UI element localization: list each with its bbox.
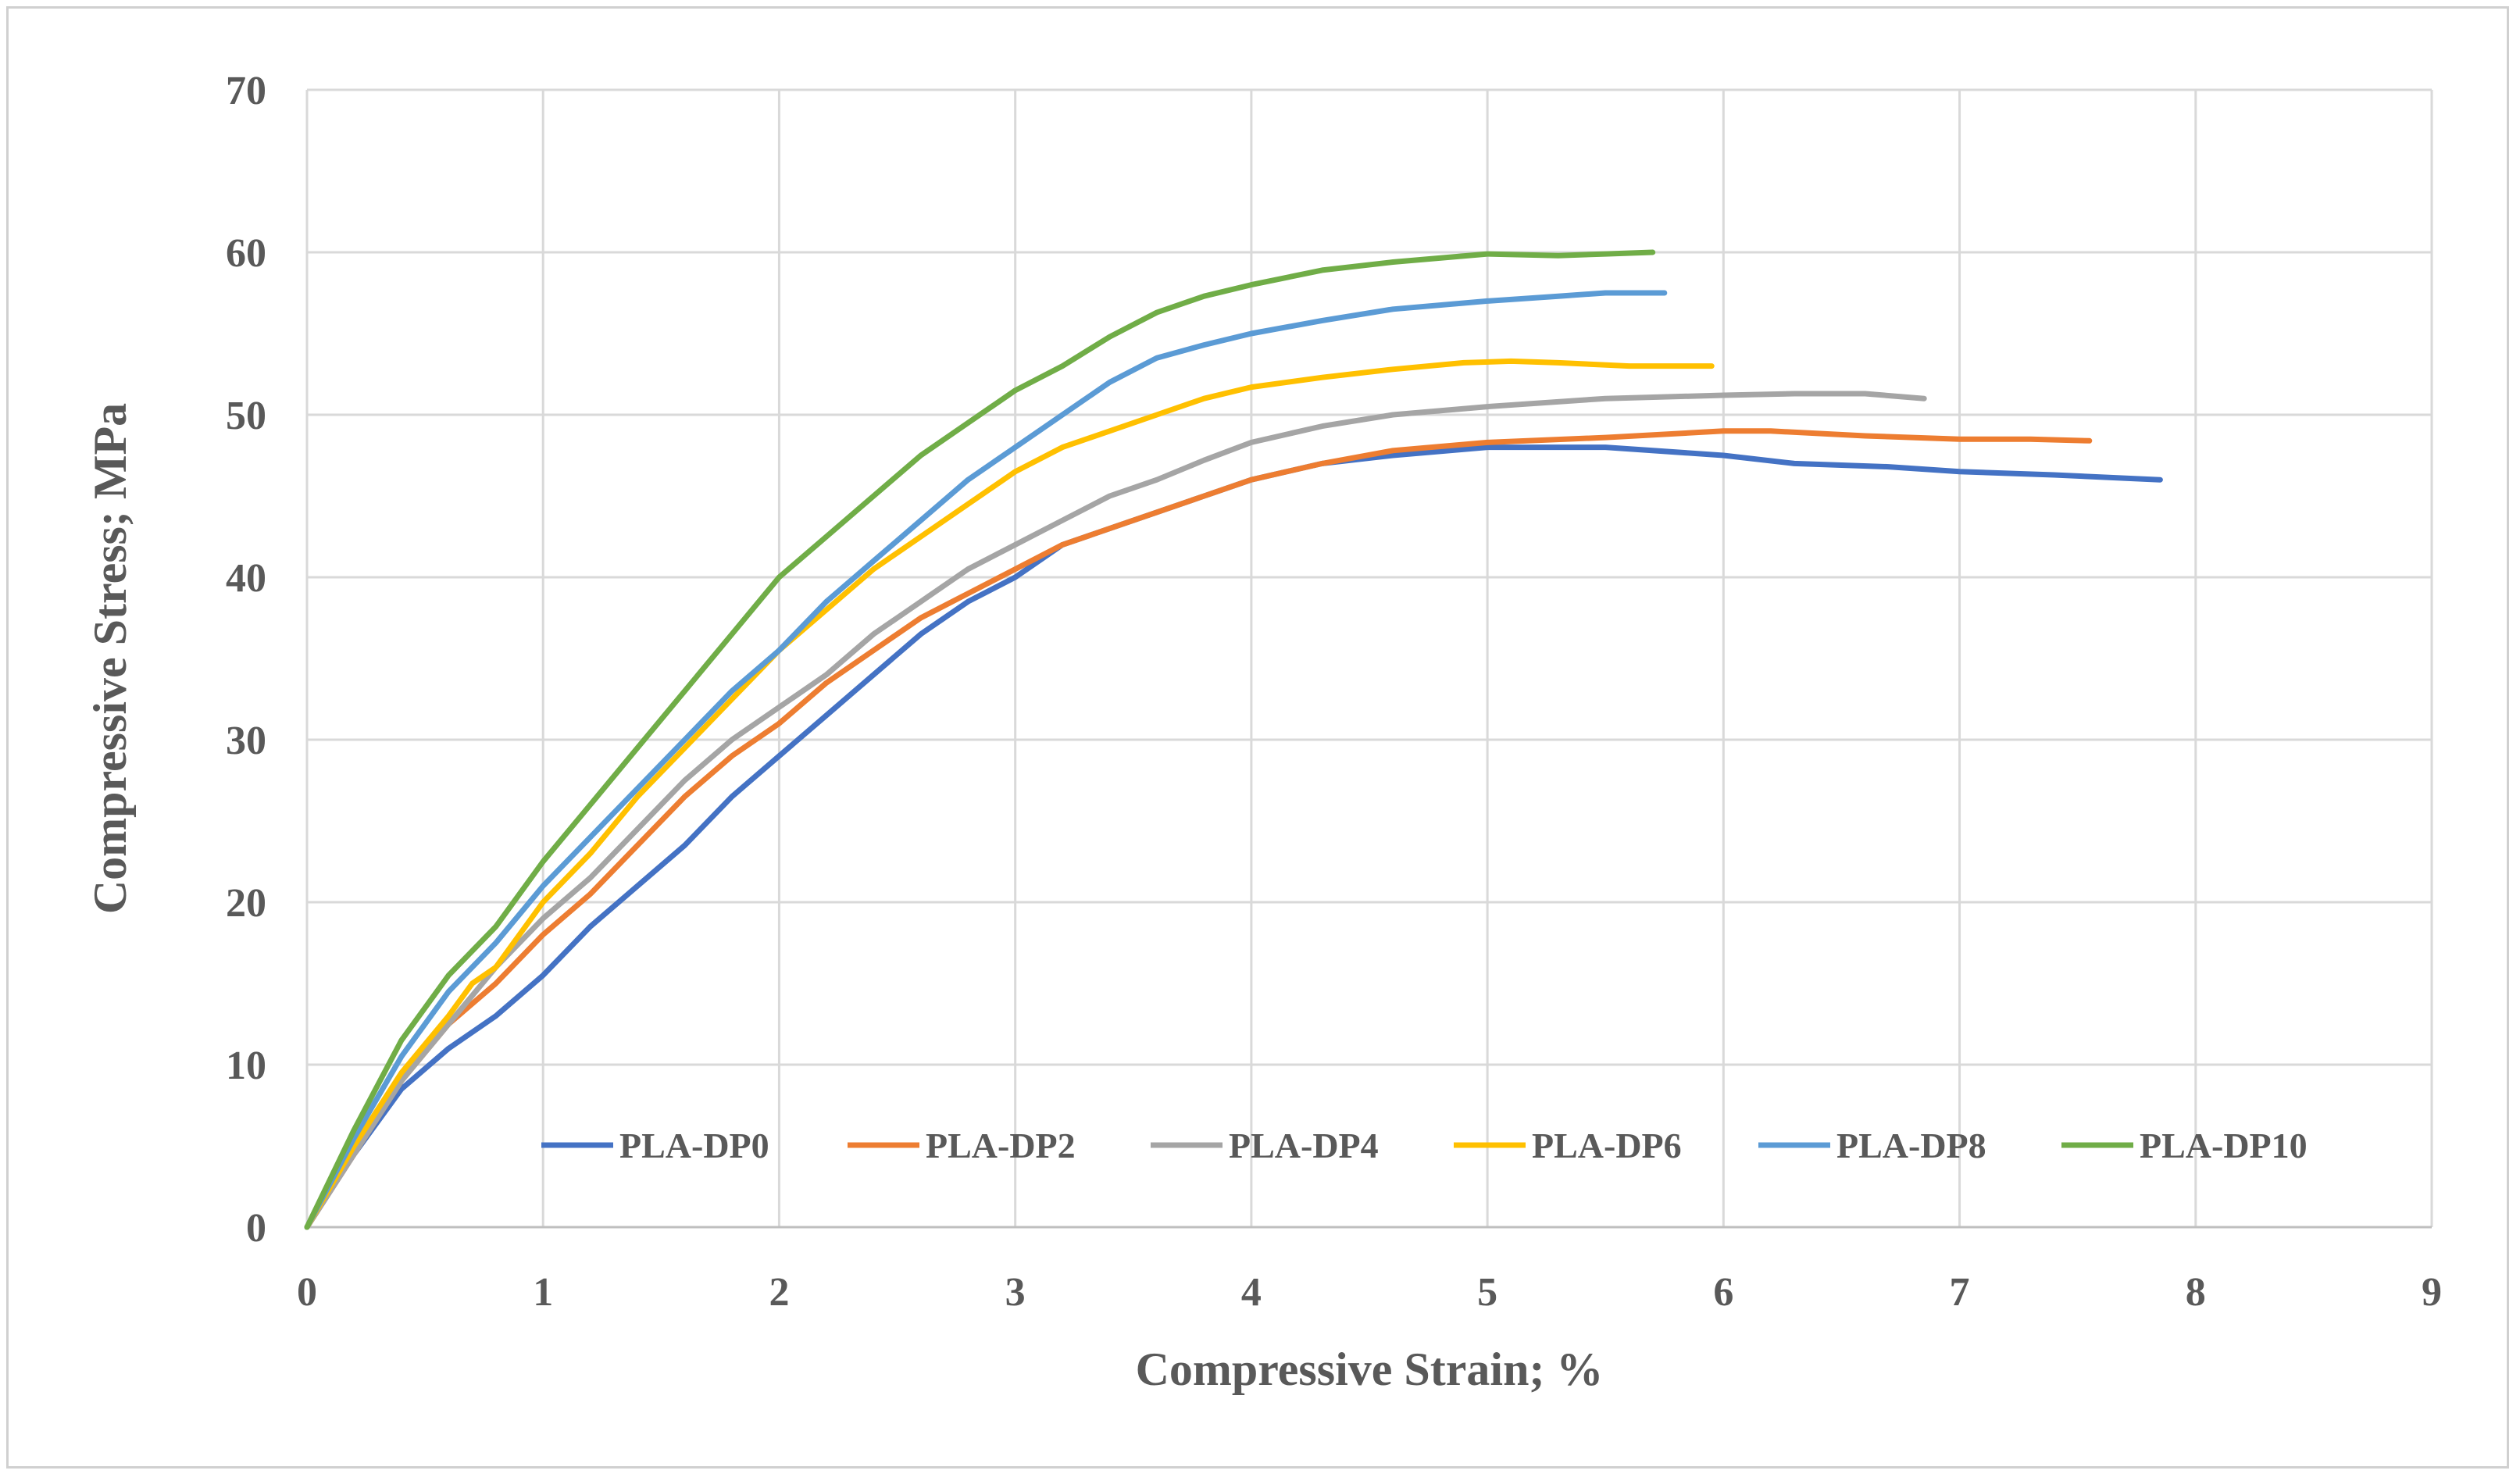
- legend-label: PLA-DP4: [1229, 1126, 1379, 1165]
- x-tick-label: 8: [2186, 1270, 2206, 1315]
- x-tick-label: 1: [533, 1270, 553, 1315]
- x-tick-label: 3: [1005, 1270, 1026, 1315]
- series-line-pla-dp8: [304, 290, 1668, 1230]
- series-line-pla-dp4: [304, 391, 1927, 1230]
- series-line-pla-dp10: [304, 249, 1656, 1230]
- y-tick-label: 20: [226, 881, 266, 926]
- chart-svg: 0 1 2 3 4 5 6 7 8 9 0 10 20 30 40 50 60 70 Compressive S…: [84, 69, 2442, 1395]
- y-tick-label: 40: [226, 556, 266, 601]
- y-tick-label: 30: [226, 719, 266, 763]
- legend: PLA-DP0 PLA-DP2 PLA-DP4 PLA-DP6 PLA-DP8 PLA-D…: [541, 1126, 2308, 1165]
- x-tick-label: 4: [1241, 1270, 1262, 1315]
- legend-label: PLA-DP10: [2140, 1126, 2308, 1165]
- y-tick-label: 0: [246, 1206, 266, 1251]
- legend-item: PLA-DP2: [848, 1126, 1076, 1165]
- x-tick-labels: 0 1 2 3 4 5 6 7 8 9: [297, 1270, 2442, 1315]
- series-lines: [304, 249, 2163, 1230]
- legend-item: PLA-DP0: [541, 1126, 769, 1165]
- gridlines: [305, 88, 2433, 1229]
- y-tick-labels: 0 10 20 30 40 50 60 70: [226, 69, 266, 1251]
- y-tick-label: 50: [226, 394, 266, 438]
- x-tick-label: 0: [297, 1270, 317, 1315]
- series-line-pla-dp0: [304, 444, 2163, 1230]
- x-axis-title: Compressive Strain; %: [1136, 1344, 1604, 1395]
- y-tick-label: 10: [226, 1044, 266, 1088]
- legend-label: PLA-DP0: [619, 1126, 769, 1165]
- x-tick-label: 7: [1950, 1270, 1970, 1315]
- legend-label: PLA-DP6: [1532, 1126, 1682, 1165]
- legend-item: PLA-DP6: [1454, 1126, 1682, 1165]
- legend-item: PLA-DP8: [1758, 1126, 1986, 1165]
- y-tick-label: 70: [226, 69, 266, 113]
- legend-label: PLA-DP2: [926, 1126, 1076, 1165]
- x-tick-label: 5: [1477, 1270, 1497, 1315]
- x-tick-label: 6: [1713, 1270, 1733, 1315]
- series-line-pla-dp6: [304, 358, 1715, 1230]
- y-tick-label: 60: [226, 231, 266, 276]
- series-line-pla-dp2: [304, 428, 2093, 1230]
- legend-label: PLA-DP8: [1836, 1126, 1986, 1165]
- legend-item: PLA-DP4: [1151, 1126, 1379, 1165]
- chart-frame: 0 1 2 3 4 5 6 7 8 9 0 10 20 30 40 50 60 70 Compressive S…: [6, 6, 2509, 1469]
- legend-item: PLA-DP10: [2061, 1126, 2308, 1165]
- y-axis-title: Compressive Stress; MPa: [84, 403, 136, 914]
- x-tick-label: 2: [769, 1270, 789, 1315]
- x-tick-label: 9: [2422, 1270, 2442, 1315]
